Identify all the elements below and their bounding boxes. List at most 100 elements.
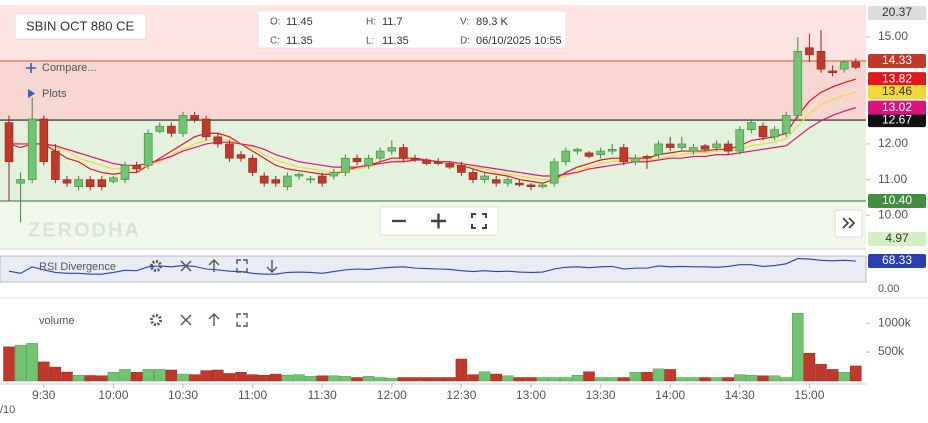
volume-bar [548, 377, 560, 382]
move-down-icon[interactable] [266, 260, 278, 273]
candle-body [781, 115, 791, 134]
settings-icon[interactable] [150, 314, 162, 326]
level-tag: 20.37 [882, 5, 912, 19]
candle-body [352, 157, 362, 163]
quote-key: D: [460, 36, 470, 47]
candle-body [654, 143, 663, 155]
volume-bar [177, 373, 189, 382]
volume-bar [792, 313, 804, 382]
x-tick-label: 14:30 [725, 388, 755, 402]
candle-body [132, 165, 141, 170]
level-tag-bg [868, 6, 926, 20]
candle-body [236, 154, 246, 159]
candle-body [816, 51, 826, 70]
volume-bar [386, 377, 398, 382]
candle-body [225, 143, 234, 159]
close-icon[interactable] [180, 314, 192, 326]
x-tick-label: 11:00 [238, 388, 267, 402]
candle-body [51, 150, 60, 180]
quote-value: 06/10/2025 10:55 [476, 35, 562, 47]
volume-bar [258, 374, 270, 382]
volume-bar [722, 377, 734, 382]
level-tag-bg [868, 193, 926, 208]
move-up-icon[interactable] [208, 259, 220, 272]
candle-body [364, 157, 373, 166]
volume-bar [84, 375, 96, 382]
compare[interactable]: Compare... [42, 62, 96, 74]
candle-body [294, 173, 304, 177]
volume-bar [188, 374, 201, 382]
rsi-line [8, 258, 856, 275]
candle-body [155, 125, 165, 132]
candle-body [85, 179, 95, 188]
candle-body [74, 179, 83, 188]
quote-box [257, 10, 567, 49]
volume-bar [420, 377, 433, 382]
maximize-icon[interactable] [236, 259, 248, 273]
candle-body [689, 147, 698, 152]
volume-bar [803, 352, 816, 382]
quote-key: C: [270, 36, 280, 47]
x-tick-label: 12:00 [377, 388, 407, 402]
symbol: SBIN OCT 880 CE [26, 18, 134, 33]
volume-bar [61, 371, 73, 382]
volume-bar [14, 344, 27, 382]
candle-body [642, 156, 652, 159]
candle-body [561, 150, 571, 163]
zoom-in[interactable] [431, 213, 446, 229]
volume-bar [49, 366, 62, 382]
candle-body [549, 161, 559, 184]
volume-bar [246, 374, 259, 382]
candle-body [387, 147, 397, 152]
candle-body [433, 161, 443, 164]
candle-body [167, 125, 176, 134]
x-tick-label: 10:00 [98, 388, 128, 402]
fullscreen[interactable] [471, 213, 487, 229]
plots[interactable]: Plots [42, 88, 67, 100]
rsi-title: RSI Divergence [39, 261, 116, 273]
quote-key: L: [366, 36, 374, 47]
volume-bar [119, 369, 131, 382]
volume-bar [455, 358, 468, 382]
candle-body [271, 179, 281, 184]
candle-body [515, 182, 524, 186]
close-icon[interactable] [180, 260, 192, 272]
volume-bar [339, 376, 352, 382]
candle-body [259, 175, 269, 184]
candle-body [306, 178, 315, 181]
y-tick-label: 500k [878, 344, 905, 358]
volume-bar [130, 372, 143, 382]
volume-bar [815, 363, 827, 382]
candle-body [665, 143, 675, 148]
level-tag: 14.33 [882, 53, 912, 67]
volume-bar [397, 377, 410, 382]
volume-bar [618, 377, 630, 382]
volume-bar [316, 375, 328, 382]
volume-bar [107, 372, 120, 382]
volume-bar [409, 377, 421, 382]
candle-body [468, 172, 478, 180]
candle-body [201, 118, 211, 138]
rsi-tag-bg [868, 254, 926, 269]
compare-icon[interactable] [26, 63, 36, 73]
candle-body [700, 145, 710, 150]
move-up-icon[interactable] [208, 313, 220, 326]
candle-body [607, 149, 617, 152]
x-tick-label: 9:30 [32, 388, 56, 402]
settings-icon[interactable] [150, 260, 162, 272]
volume-bar [850, 365, 862, 382]
maximize-icon[interactable] [236, 313, 248, 327]
plots-icon[interactable] [28, 89, 35, 98]
volume-bar [304, 376, 317, 382]
volume-bar [212, 369, 224, 382]
candle-body [120, 165, 130, 180]
panel-controls [150, 313, 248, 327]
candle-body [16, 179, 25, 184]
volume-bar [699, 377, 711, 382]
candle-body [758, 125, 768, 138]
quote-key: V: [460, 17, 469, 28]
volume-bar [374, 377, 386, 382]
volume-bar [490, 373, 502, 382]
